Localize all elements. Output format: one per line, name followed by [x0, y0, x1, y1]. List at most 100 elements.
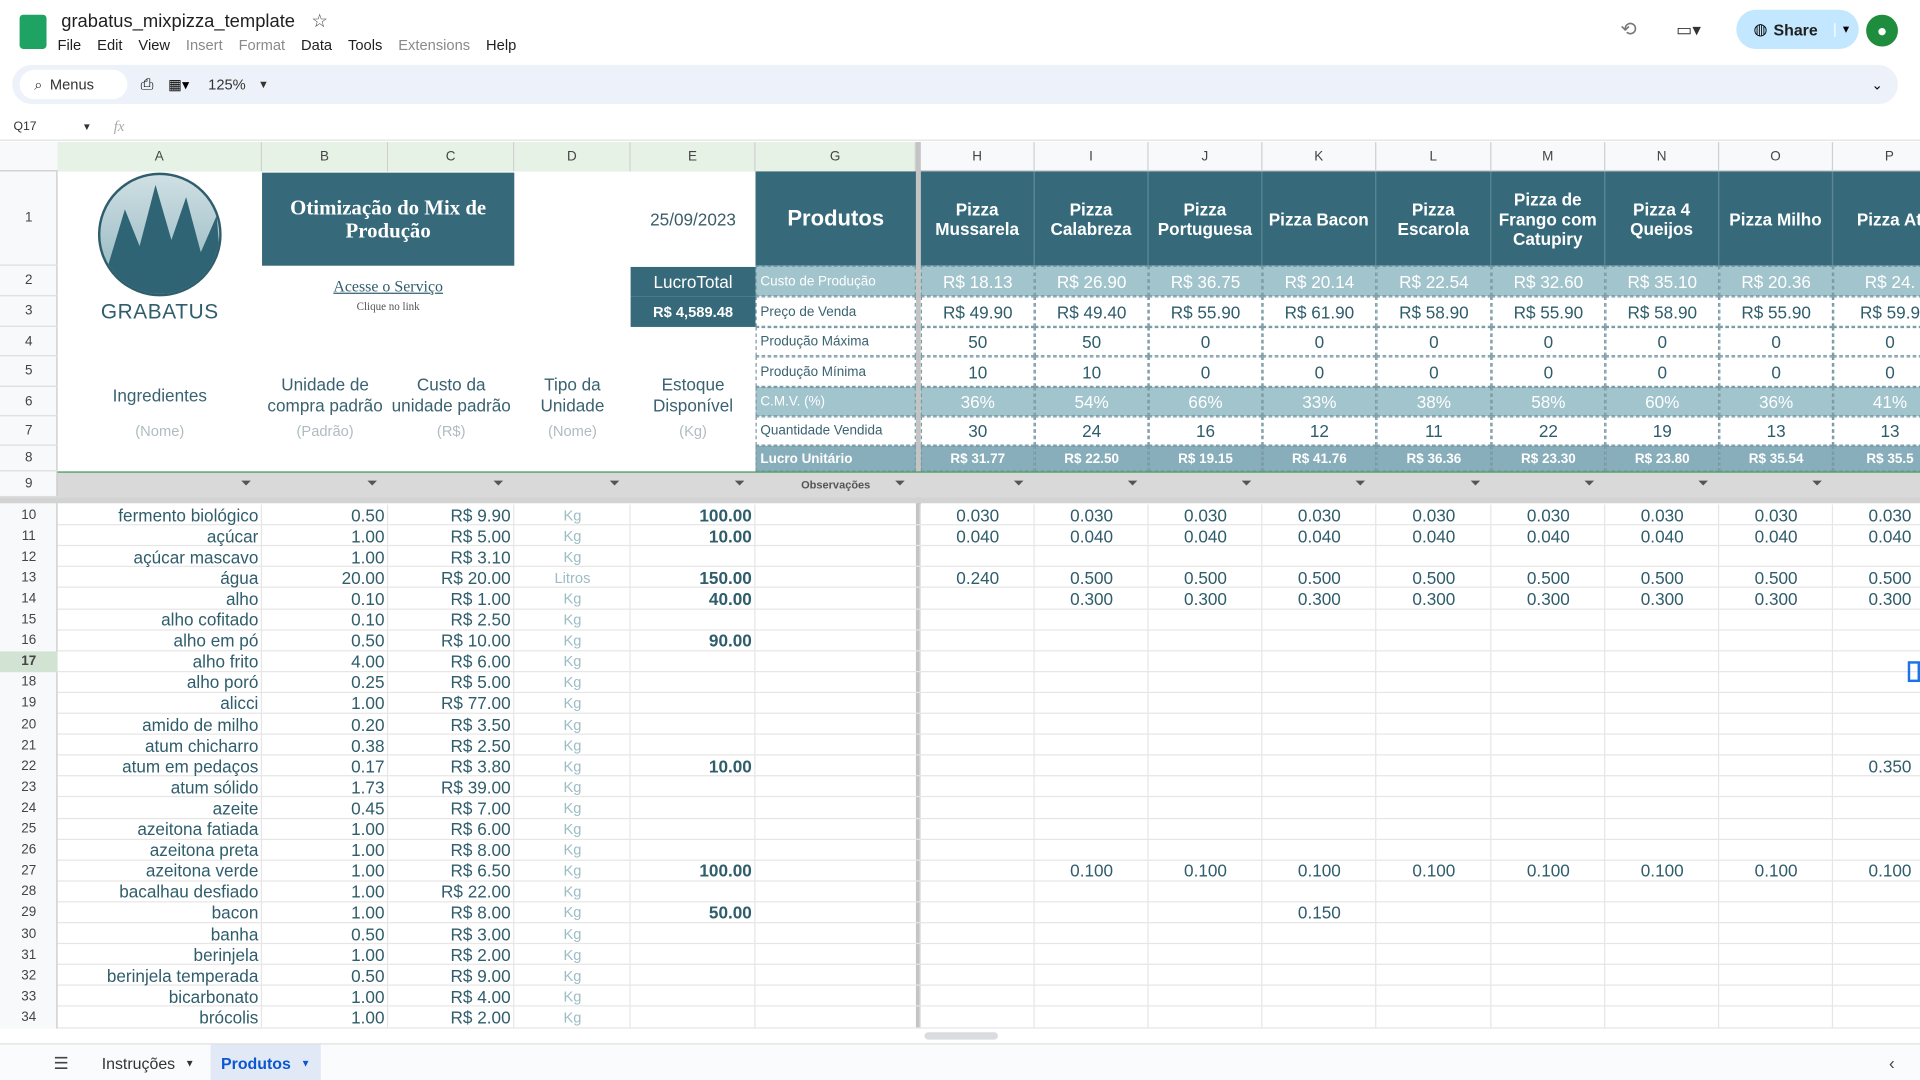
all-sheets[interactable]: ☰ [49, 1052, 73, 1074]
row-header[interactable]: 2 [0, 266, 58, 297]
row-header[interactable]: 3 [0, 296, 58, 327]
zoom[interactable]: 125%▼ [208, 72, 269, 96]
filter-icon[interactable]: ⏷ [1124, 475, 1141, 492]
column-header[interactable]: P [1833, 142, 1920, 171]
collapse-toolbar[interactable]: ⌄ [1866, 72, 1888, 96]
ingredient-qty: 0.040 [1262, 525, 1376, 546]
row-header[interactable]: 12 [0, 546, 58, 567]
column-header[interactable]: E [631, 142, 756, 171]
filter-row [58, 471, 1920, 497]
sheet-tab[interactable]: Produtos▼ [211, 1044, 321, 1080]
column-header[interactable]: G [756, 142, 916, 171]
print-icon[interactable]: ⎙ [135, 72, 159, 96]
doc-title[interactable]: grabatus_mixpizza_template [58, 9, 295, 33]
name-box[interactable]: Q17 [13, 120, 82, 133]
row-header[interactable]: 10 [0, 504, 58, 525]
column-header[interactable]: L [1376, 142, 1491, 171]
column-header[interactable]: J [1149, 142, 1263, 171]
filter-icon[interactable]: ⏷ [1352, 475, 1369, 492]
row-header[interactable]: 1 [0, 171, 58, 265]
row-header[interactable]: 20 [0, 714, 58, 735]
menu-item[interactable]: Insert [186, 37, 223, 54]
sheet-tab[interactable]: Instruções▼ [93, 1044, 203, 1080]
menu-item[interactable]: Extensions [398, 37, 470, 54]
menu-item[interactable]: Tools [348, 37, 382, 54]
row-header[interactable]: 23 [0, 777, 58, 798]
menu-search[interactable]: ⌕Menus [20, 70, 128, 99]
share-button[interactable]: ◍Share ▾ [1736, 10, 1858, 49]
row-header[interactable]: 34 [0, 1007, 58, 1028]
column-header[interactable]: M [1491, 142, 1605, 171]
row-header[interactable]: 30 [0, 923, 58, 944]
row-header[interactable]: 13 [0, 567, 58, 588]
filter-icon[interactable]: ⏷ [1695, 475, 1712, 492]
row-header[interactable]: 27 [0, 860, 58, 881]
menu-item[interactable]: Help [486, 37, 516, 54]
ingredient-qty: 0.030 [921, 504, 1035, 525]
product-metric: 16 [1149, 416, 1263, 445]
service-link[interactable]: Acesse o Serviço [262, 276, 514, 298]
column-header[interactable]: B [262, 142, 388, 171]
row-header[interactable]: 14 [0, 588, 58, 609]
filter-icon[interactable]: ⏷ [1238, 475, 1255, 492]
row-header[interactable]: 32 [0, 965, 58, 986]
filter-icon[interactable]: ⏷ [364, 475, 381, 492]
column-header[interactable]: N [1605, 142, 1719, 171]
filter-icon[interactable]: ⏷ [238, 475, 255, 492]
row-header[interactable]: 8 [0, 446, 58, 472]
sheets-logo[interactable] [20, 15, 47, 49]
h-scroll[interactable] [924, 1032, 997, 1039]
ingredient-qty: 0.040 [1491, 525, 1605, 546]
filter-icon[interactable]: ⏷ [1010, 475, 1027, 492]
row-header[interactable]: 19 [0, 693, 58, 714]
ingredient-qty: 0.040 [1376, 525, 1491, 546]
menu-item[interactable]: File [58, 37, 82, 54]
row-header[interactable]: 6 [0, 387, 58, 416]
row-header[interactable]: 31 [0, 944, 58, 965]
filter-icon[interactable]: ⏷ [1581, 475, 1598, 492]
filter-icon[interactable]: ⏷ [891, 475, 908, 492]
explore-toggle[interactable]: ‹ [1881, 1052, 1903, 1074]
row-header[interactable]: 16 [0, 630, 58, 651]
column-header[interactable]: O [1719, 142, 1833, 171]
filter-icon[interactable]: ⏷ [606, 475, 623, 492]
column-header[interactable]: C [388, 142, 514, 171]
row-header[interactable]: 29 [0, 902, 58, 923]
paint-format[interactable]: ▦▾ [162, 72, 196, 96]
column-header[interactable]: A [58, 142, 262, 171]
row-header[interactable]: 25 [0, 819, 58, 840]
menu-item[interactable]: Format [239, 37, 286, 54]
row-header[interactable]: 18 [0, 672, 58, 693]
row-header[interactable]: 21 [0, 735, 58, 756]
row-header[interactable]: 17 [0, 651, 58, 672]
row-header[interactable]: 28 [0, 881, 58, 902]
column-header[interactable]: H [921, 142, 1035, 171]
row-header[interactable]: 15 [0, 609, 58, 630]
menu-item[interactable]: Data [301, 37, 332, 54]
column-header[interactable]: D [514, 142, 630, 171]
row-header[interactable]: 4 [0, 327, 58, 356]
filter-icon[interactable]: ⏷ [1467, 475, 1484, 492]
filter-icon[interactable]: ⏷ [1809, 475, 1826, 492]
product-metric: 0 [1719, 356, 1833, 387]
row-header[interactable]: 5 [0, 356, 58, 387]
row-header[interactable]: 33 [0, 986, 58, 1007]
row-header[interactable]: 22 [0, 756, 58, 777]
row-header[interactable]: 7 [0, 416, 58, 445]
row-header[interactable]: 24 [0, 798, 58, 819]
column-header[interactable]: I [1035, 142, 1149, 171]
history-icon[interactable]: ⟲ [1616, 17, 1640, 41]
column-header[interactable]: K [1262, 142, 1376, 171]
menu-item[interactable]: Edit [97, 37, 122, 54]
star-icon[interactable]: ☆ [309, 10, 331, 32]
selected-cell[interactable] [1908, 661, 1920, 682]
row-header[interactable]: 9 [0, 471, 58, 497]
menu-item[interactable]: View [138, 37, 170, 54]
ingredient-type: Kg [514, 525, 630, 546]
meet-icon[interactable]: ▭▾ [1668, 17, 1710, 41]
filter-icon[interactable]: ⏷ [731, 475, 748, 492]
row-header[interactable]: 11 [0, 525, 58, 546]
filter-icon[interactable]: ⏷ [490, 475, 507, 492]
avatar[interactable]: ● [1866, 15, 1898, 47]
row-header[interactable]: 26 [0, 840, 58, 861]
